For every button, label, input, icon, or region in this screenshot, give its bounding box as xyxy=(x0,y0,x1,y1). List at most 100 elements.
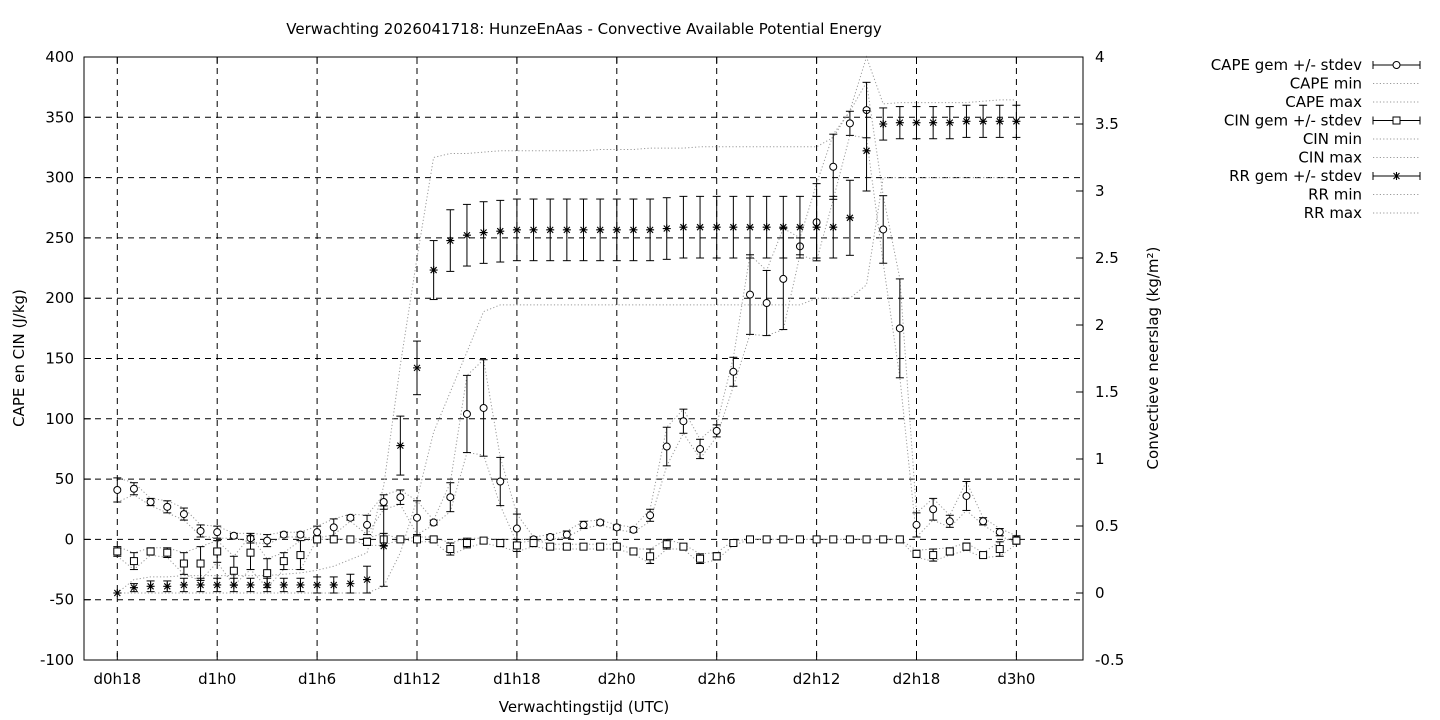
data-point xyxy=(346,579,355,588)
series-cape-gem-stdev xyxy=(113,81,1021,548)
y2-tick-label: 1.5 xyxy=(1095,383,1119,401)
data-point xyxy=(962,491,971,500)
data-point xyxy=(712,552,721,561)
y2-tick-label: 0.5 xyxy=(1095,517,1119,535)
data-point xyxy=(146,547,155,556)
data-point xyxy=(263,569,272,578)
data-point xyxy=(629,547,638,556)
data-point xyxy=(296,530,305,539)
data-point xyxy=(762,299,771,308)
data-point xyxy=(213,528,222,537)
data-point xyxy=(396,535,405,544)
data-point xyxy=(929,551,938,560)
series-rr-gem-stdev xyxy=(113,104,1021,597)
y-tick-label: 300 xyxy=(45,169,74,187)
data-point xyxy=(679,542,688,551)
data-point xyxy=(346,535,355,544)
y2-tick-label: -0.5 xyxy=(1095,651,1124,669)
y-tick-label: -50 xyxy=(50,591,75,609)
data-point xyxy=(912,549,921,558)
data-point xyxy=(995,528,1004,537)
data-point xyxy=(146,582,155,591)
data-point xyxy=(163,582,172,591)
data-point xyxy=(729,223,738,232)
legend-label: CAPE min xyxy=(1290,75,1362,93)
data-point xyxy=(779,274,788,283)
y-axis-label: CAPE en CIN (J/kg) xyxy=(10,289,28,427)
legend-label: CIN gem +/- stdev xyxy=(1224,112,1362,130)
data-point xyxy=(446,545,455,554)
series-cape-min xyxy=(117,134,1017,545)
data-point xyxy=(413,513,421,522)
data-point xyxy=(363,537,372,546)
data-point xyxy=(596,225,605,234)
data-point xyxy=(512,524,521,533)
data-point xyxy=(562,225,571,234)
data-point xyxy=(712,426,721,435)
data-point xyxy=(962,117,971,126)
data-point xyxy=(429,518,438,527)
y-tick-label: -100 xyxy=(40,651,74,669)
legend-label: CAPE max xyxy=(1285,93,1362,111)
legend-label: CIN max xyxy=(1298,149,1362,167)
data-point xyxy=(945,547,954,556)
data-point xyxy=(329,535,338,544)
data-point xyxy=(945,118,954,127)
legend-label: CIN min xyxy=(1303,130,1362,148)
legend-label: RR min xyxy=(1308,186,1362,204)
legend-label: RR gem +/- stdev xyxy=(1229,167,1362,185)
data-point xyxy=(146,498,155,507)
y-tick-label: 100 xyxy=(45,410,74,428)
y2-tick-label: 2.5 xyxy=(1095,249,1119,267)
data-point xyxy=(329,523,338,532)
y-tick-label: 50 xyxy=(55,470,74,488)
data-point xyxy=(529,225,538,234)
data-point xyxy=(163,502,172,511)
data-point xyxy=(612,542,621,551)
data-point xyxy=(263,536,272,545)
data-point xyxy=(396,441,405,450)
data-point xyxy=(179,559,188,568)
data-point xyxy=(462,539,471,548)
data-point xyxy=(795,223,804,232)
y2-tick-label: 4 xyxy=(1095,48,1105,66)
data-point xyxy=(196,580,205,589)
data-point xyxy=(496,477,505,486)
legend-marker xyxy=(1392,172,1401,180)
legend-marker xyxy=(1392,61,1401,69)
data-point xyxy=(795,535,804,544)
data-point xyxy=(895,118,904,127)
x-tick-label: d2h18 xyxy=(893,670,941,688)
y-tick-label: 350 xyxy=(45,108,74,126)
x-tick-label: d1h12 xyxy=(393,670,441,688)
data-point xyxy=(646,511,655,520)
data-point xyxy=(129,484,138,493)
data-point xyxy=(179,510,188,519)
data-point xyxy=(929,118,938,127)
data-point xyxy=(396,493,405,502)
data-point xyxy=(279,530,288,539)
data-point xyxy=(529,539,538,548)
data-point xyxy=(1012,536,1021,545)
data-point xyxy=(812,535,821,544)
data-point xyxy=(113,547,122,556)
data-point xyxy=(129,557,138,566)
data-point xyxy=(812,223,821,232)
data-point xyxy=(279,580,288,589)
data-point xyxy=(546,225,555,234)
y-tick-label: 200 xyxy=(45,289,74,307)
data-point xyxy=(296,551,305,560)
data-point xyxy=(129,583,138,592)
data-point xyxy=(779,223,788,232)
data-point xyxy=(479,536,488,545)
data-point xyxy=(462,409,471,418)
data-point xyxy=(462,231,471,240)
data-point xyxy=(429,266,438,275)
data-point xyxy=(679,417,688,426)
data-point xyxy=(629,225,638,234)
data-point xyxy=(729,367,738,376)
data-point xyxy=(512,225,521,234)
data-point xyxy=(746,535,754,544)
data-point xyxy=(829,162,838,171)
